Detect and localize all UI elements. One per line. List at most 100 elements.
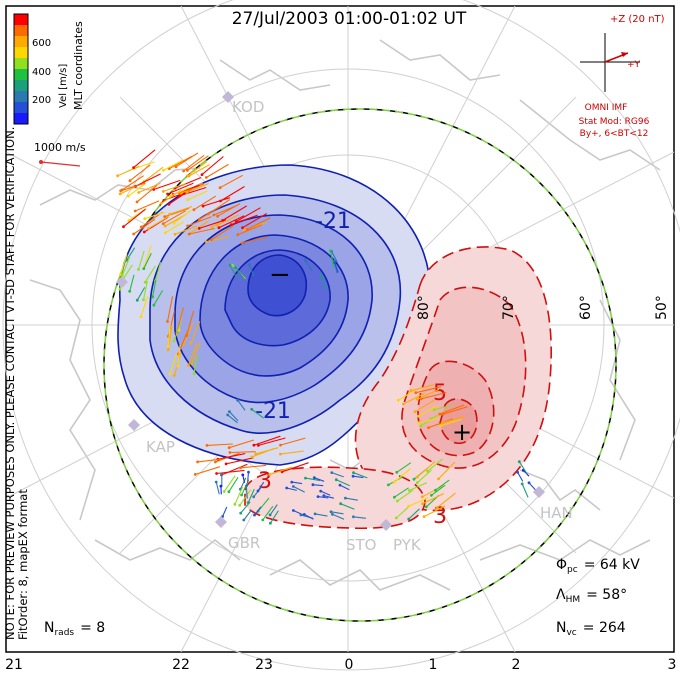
latitude-labels: 80° 70° 60° 50°	[416, 295, 670, 320]
colorbar-cell	[14, 58, 28, 70]
velocity-vector	[169, 353, 178, 374]
velocity-vector	[227, 414, 238, 424]
contour-label-pos-b: 3	[433, 504, 447, 529]
colorbar-cell	[14, 80, 28, 92]
velocity-vector	[135, 173, 161, 187]
mlt-tick-0: 0	[345, 657, 354, 673]
mlt-tick-2: 2	[512, 657, 521, 673]
velocity-vectors	[116, 149, 537, 525]
velocity-vector	[521, 483, 529, 498]
velocity-vector	[234, 486, 244, 505]
velocity-vector	[434, 404, 453, 411]
velocity-vector	[138, 182, 161, 194]
velocity-vector	[199, 205, 222, 220]
colorbar-label: Vel [m/s]	[58, 64, 69, 108]
velocity-vector	[403, 392, 425, 405]
velocity-vector	[330, 511, 344, 515]
velocity-vector	[345, 497, 358, 501]
velocity-vector	[197, 458, 224, 463]
velocity-vector	[228, 411, 239, 422]
contour-label-neg-b: -21	[255, 399, 291, 424]
velocity-vector	[340, 503, 355, 510]
velocity-vector	[167, 182, 194, 195]
velocity-vector	[165, 221, 185, 234]
velocity-vector	[353, 472, 368, 479]
station-marker-gbr	[215, 516, 227, 528]
map-title: 27/Jul/2003 01:00-01:02 UT	[232, 9, 467, 29]
velocity-vector	[239, 489, 252, 506]
velocity-vector	[528, 482, 537, 491]
imf-y-label: +Y	[627, 60, 641, 70]
velocity-vector	[237, 399, 246, 411]
velocity-vector	[304, 259, 313, 272]
velocity-vector	[133, 218, 156, 235]
velocity-vector	[193, 354, 198, 374]
velocity-vector	[418, 405, 438, 417]
mlt-tick-21: 21	[5, 657, 23, 673]
station-markers	[116, 91, 545, 531]
velocity-vector	[436, 492, 456, 509]
velocity-vector	[193, 195, 217, 211]
velocity-vector	[187, 190, 208, 201]
station-label-kap: KAP	[146, 438, 175, 456]
station-labels: KOD KAP GBR STO PYK HAN	[146, 98, 573, 554]
fit-order-note: FitOrder: 8, mapEX format	[16, 489, 30, 640]
velocity-vector	[286, 487, 297, 491]
velocity-vector	[229, 265, 238, 279]
velocity-vector	[242, 474, 246, 484]
velocity-vector	[247, 488, 255, 503]
velocity-vector	[182, 322, 194, 345]
velocity-vector	[218, 215, 245, 229]
velocity-vector	[329, 250, 335, 268]
imf-title: +Z (20 nT)	[610, 14, 665, 25]
velocity-vector	[179, 186, 207, 197]
potential-min-marker: −	[269, 260, 291, 290]
velocity-vector	[258, 437, 286, 446]
velocity-vector	[235, 207, 261, 222]
velocity-vector	[334, 262, 339, 273]
velocity-vector	[396, 462, 412, 473]
velocity-vector	[169, 155, 193, 170]
velocity-vector	[163, 183, 186, 192]
velocity-vector	[339, 484, 350, 491]
latitude-label-70: 70°	[501, 295, 517, 320]
velocity-vector	[254, 506, 262, 516]
n-rads-stat: Nrads = 8	[44, 620, 105, 638]
velocity-vector	[408, 508, 420, 520]
velocity-vector	[152, 280, 157, 298]
velocity-vector	[439, 404, 465, 415]
velocity-vector	[418, 417, 440, 424]
velocity-vector	[427, 458, 443, 472]
velocity-vector	[237, 224, 262, 236]
velocity-vector	[353, 516, 366, 519]
velocity-vector	[240, 464, 267, 469]
colorbar-cell	[14, 113, 28, 125]
phi-pc-stat: Φpc = 64 kV	[556, 557, 640, 575]
mlt-tick-23: 23	[255, 657, 273, 673]
velocity-vector	[320, 490, 331, 496]
velocity-vector	[331, 472, 344, 478]
velocity-vector	[442, 415, 466, 424]
velocity-vector	[195, 466, 221, 475]
velocity-vector	[228, 477, 239, 492]
velocity-vector	[187, 161, 207, 177]
velocity-vector	[121, 175, 144, 191]
velocity-vector	[219, 174, 243, 189]
velocity-vector	[235, 267, 246, 280]
latitude-label-50: 50°	[654, 295, 670, 320]
velocity-vector	[247, 217, 271, 230]
velocity-vector	[262, 505, 274, 521]
hm-boundary-green	[103, 108, 617, 622]
velocity-vector	[409, 482, 428, 492]
negative-potential-cell	[117, 164, 431, 466]
velocity-vector	[144, 245, 152, 267]
velocity-vector	[190, 321, 201, 344]
velocity-vector	[269, 504, 278, 516]
velocity-vector	[415, 386, 442, 394]
n-vc-stat: Nvc = 264	[556, 620, 626, 638]
colorbar-cell	[14, 69, 28, 81]
colorbar-cell	[14, 47, 28, 59]
velocity-vector	[242, 213, 267, 229]
contour-label-pos-c: 3	[258, 469, 272, 494]
velocity-vector	[417, 388, 440, 400]
